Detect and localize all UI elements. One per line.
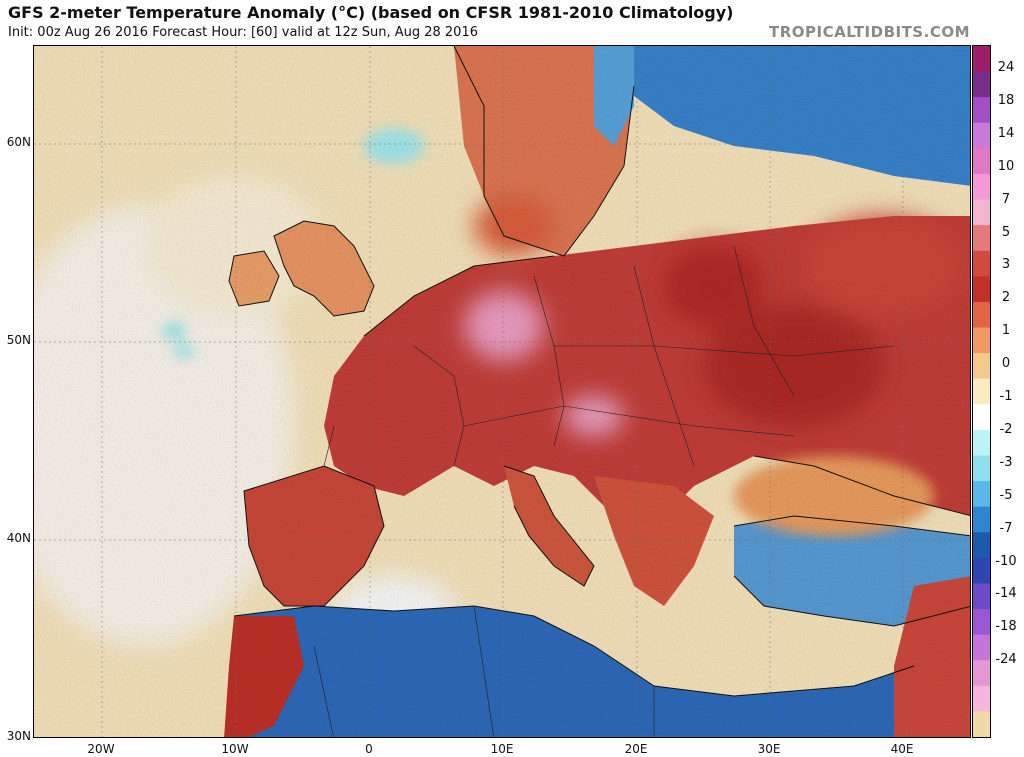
colorbar-label: 3 <box>1001 257 1011 273</box>
colorbar-swatch <box>973 711 990 737</box>
forecast-info: Init: 00z Aug 26 2016 Forecast Hour: [60… <box>8 25 478 40</box>
colorbar-swatch <box>973 276 990 303</box>
colorbar-swatch <box>973 557 990 584</box>
colorbar-swatch <box>973 609 990 636</box>
colorbar-label: 1 <box>1001 323 1011 339</box>
colorbar-swatch <box>973 173 990 201</box>
colorbar-label: -7 <box>999 520 1013 536</box>
colorbar-label: 7 <box>1001 191 1011 207</box>
colorbar-label: -2 <box>999 421 1013 437</box>
graticule <box>34 46 970 737</box>
colorbar-label: -18 <box>995 619 1017 635</box>
colorbar-label: 2 <box>1001 290 1011 306</box>
colorbar-swatch <box>973 685 990 712</box>
colorbar-label: 18 <box>997 92 1015 108</box>
colorbar <box>972 45 991 738</box>
colorbar-swatch <box>973 97 990 124</box>
colorbar-swatch <box>973 634 990 661</box>
colorbar-swatch <box>973 71 990 98</box>
colorbar-labels: 24 18 14 10 7 5 3 2 1 0 -1 -2 -3 -5 -7 -10 -14 -18 -24 <box>992 45 1024 738</box>
lon-label-0: 0 <box>365 742 373 756</box>
colorbar-swatch <box>973 327 990 354</box>
colorbar-swatch <box>973 225 990 252</box>
colorbar-label: 24 <box>997 60 1015 75</box>
colorbar-swatch <box>973 532 990 559</box>
colorbar-label: 10 <box>997 158 1015 174</box>
lon-label-40e: 40E <box>890 742 914 756</box>
colorbar-swatch <box>973 455 990 482</box>
colorbar-swatch <box>973 250 990 277</box>
lon-label-30e: 30E <box>757 742 781 756</box>
colorbar-swatch <box>973 353 990 380</box>
colorbar-swatch <box>973 301 990 329</box>
colorbar-label: 0 <box>1001 356 1011 372</box>
colorbar-swatch <box>973 506 990 533</box>
colorbar-label: 5 <box>1001 224 1011 240</box>
site-credit: TROPICALTIDBITS.COM <box>769 23 970 41</box>
lon-label-10e: 10E <box>490 742 514 756</box>
colorbar-swatch <box>973 199 990 226</box>
colorbar-label: -14 <box>995 586 1017 602</box>
colorbar-label: -5 <box>999 487 1013 503</box>
lat-label-40n: 40N <box>6 531 31 545</box>
colorbar-swatch <box>973 46 990 73</box>
lon-label-20w: 20W <box>87 742 115 756</box>
colorbar-swatch <box>973 148 990 175</box>
coastlines <box>228 46 970 697</box>
lat-label-60n: 60N <box>6 135 31 149</box>
lon-label-20e: 20E <box>624 742 648 756</box>
colorbar-swatch <box>973 429 990 456</box>
lat-label-30n: 30N <box>6 729 31 743</box>
colorbar-label: -1 <box>999 389 1013 404</box>
temperature-anomaly-map <box>33 45 971 738</box>
colorbar-swatch <box>973 660 990 687</box>
colorbar-swatch <box>973 122 990 149</box>
colorbar-label: -24 <box>995 652 1017 668</box>
lon-label-10w: 10W <box>221 742 249 756</box>
colorbar-swatch <box>973 378 990 405</box>
colorbar-label: -3 <box>999 454 1013 470</box>
colorbar-swatch <box>973 404 990 431</box>
colorbar-swatch <box>973 583 990 610</box>
colorbar-label: 14 <box>997 125 1015 141</box>
colorbar-swatch <box>973 481 990 508</box>
country-borders <box>313 245 895 737</box>
colorbar-label: -10 <box>995 553 1017 569</box>
lat-label-50n: 50N <box>6 333 31 347</box>
chart-title: GFS 2-meter Temperature Anomaly (°C) (ba… <box>8 3 734 22</box>
